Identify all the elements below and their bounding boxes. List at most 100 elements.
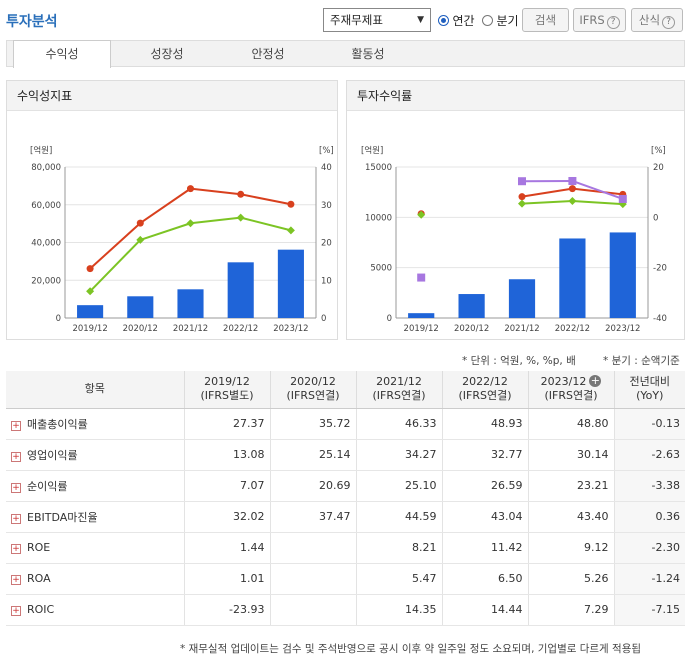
quarter-radio-button[interactable] — [482, 15, 493, 26]
chevron-down-icon: ▼ — [417, 15, 424, 25]
expand-row-icon[interactable]: + — [11, 544, 21, 554]
table-cell — [269, 563, 356, 595]
series-line-segment — [190, 187, 241, 196]
help-icon: ? — [662, 16, 676, 29]
table-cell: 48.80 — [527, 408, 614, 440]
return-chart: [억원] [%] 15000 20 10000 0 5000 -20 0 -40 2019/12 20… — [361, 145, 667, 358]
row-label[interactable]: + ROE — [6, 532, 184, 564]
panel-title: 투자수익률 — [347, 81, 684, 111]
tab-stability[interactable]: 안정성 — [251, 47, 285, 61]
search-button[interactable]: 검색 — [522, 8, 569, 32]
expand-icon[interactable]: + — [589, 374, 602, 388]
table-cell: 37.47 — [269, 501, 356, 533]
right-axis-unit: [%] — [651, 146, 666, 156]
series-line-segment — [139, 187, 192, 224]
series-line-segment — [521, 199, 573, 205]
table-cell: 1.01 — [183, 563, 270, 595]
left-tick-label: 10000 — [365, 213, 392, 223]
tab-profitability[interactable]: 수익성 — [13, 40, 111, 68]
series-point — [86, 287, 95, 296]
statement-type-select[interactable]: 주재무제표 ▼ — [323, 8, 431, 32]
series-line-segment — [89, 239, 142, 293]
annual-radio[interactable]: 연간 — [438, 12, 475, 29]
table-cell: 20.69 — [269, 470, 356, 502]
row-label[interactable]: + 영업이익률 — [6, 439, 184, 471]
right-tick-label: 40 — [321, 163, 332, 173]
table-cell: 6.50 — [441, 563, 528, 595]
table-row: + ROE 1.44 8.21 11.42 9.12 -2.30 — [6, 532, 685, 564]
expand-row-icon[interactable]: + — [11, 451, 21, 462]
left-tick-label: 40,000 — [31, 239, 61, 249]
yoy-cell: 0.36 — [613, 501, 685, 533]
series-point — [568, 176, 577, 185]
row-label[interactable]: + ROA — [6, 563, 184, 595]
table-row: + 영업이익률 13.08 25.14 34.27 32.77 30.14 -2.63 — [6, 439, 685, 471]
right-tick-label: 10 — [321, 276, 332, 286]
analysis-tabs: 수익성 성장성 안정성 활동성 — [6, 40, 685, 68]
quarter-note: * 분기 : 순액기준 — [603, 355, 680, 367]
row-name: 매출총이익률 — [27, 417, 88, 431]
quarter-radio[interactable]: 분기 — [482, 12, 519, 29]
quarter-radio-label: 분기 — [496, 14, 519, 28]
series-point — [518, 199, 526, 208]
series-point — [417, 210, 426, 219]
row-name: 영업이익률 — [27, 448, 78, 462]
expand-row-icon[interactable]: + — [11, 606, 21, 616]
series-line-segment — [240, 216, 292, 232]
right-tick-label: 30 — [321, 201, 332, 211]
expand-row-icon[interactable]: + — [11, 420, 21, 431]
tab-growth[interactable]: 성장성 — [150, 47, 184, 61]
table-cell: 27.37 — [183, 408, 270, 440]
table-cell: 35.72 — [269, 408, 356, 440]
table-cell: 43.40 — [527, 501, 614, 533]
table-cell: 7.07 — [183, 470, 270, 502]
series-point — [136, 219, 144, 227]
yoy-cell: -7.15 — [613, 594, 685, 626]
row-label[interactable]: + ROIC — [6, 594, 184, 626]
table-cell: 13.08 — [183, 439, 270, 471]
row-label[interactable]: + 순이익률 — [6, 470, 184, 502]
table-cell: 11.42 — [441, 532, 528, 564]
series-line-segment — [572, 187, 623, 196]
expand-row-icon[interactable]: + — [11, 513, 21, 524]
row-name: ROE — [27, 541, 51, 554]
header-2020: 2020/12 (IFRS연결) — [269, 371, 356, 409]
row-label[interactable]: + EBITDA마진율 — [6, 501, 184, 533]
x-tick-label: 2020/12 — [454, 324, 489, 334]
series-point — [417, 273, 426, 282]
x-tick-label: 2022/12 — [223, 324, 258, 334]
table-cell: 5.47 — [355, 563, 442, 595]
formula-help-button[interactable]: 산식? — [631, 8, 683, 32]
bar — [227, 262, 254, 318]
table-row: + ROA 1.01 5.47 6.50 5.26 -1.24 — [6, 563, 685, 595]
yoy-cell: -1.24 — [613, 563, 685, 595]
table-row: + EBITDA마진율 32.02 37.47 44.59 43.04 43.40 0.36 — [6, 501, 685, 533]
table-cell: 25.14 — [269, 439, 356, 471]
table-cell: 9.12 — [527, 532, 614, 564]
series-point — [568, 196, 577, 205]
expand-row-icon[interactable]: + — [11, 575, 21, 585]
series-line-segment — [572, 199, 623, 206]
bar — [508, 279, 536, 318]
row-label[interactable]: + 매출총이익률 — [6, 408, 184, 440]
table-cell: 7.29 — [527, 594, 614, 626]
table-cell: 14.44 — [441, 594, 528, 626]
row-name: EBITDA마진율 — [27, 510, 98, 524]
tab-activity[interactable]: 활동성 — [351, 47, 385, 61]
yoy-cell: -3.38 — [613, 470, 685, 502]
ifrs-help-button[interactable]: IFRS? — [573, 8, 626, 32]
table-header-row: 항목 2019/12 (IFRS별도) 2020/12 (IFRS연결) 2021/… — [6, 371, 685, 409]
series-point — [568, 185, 576, 193]
annual-radio-button[interactable] — [438, 15, 449, 26]
series-line-segment — [190, 216, 241, 225]
table-cell: 43.04 — [441, 501, 528, 533]
table-cell: 1.44 — [183, 532, 270, 564]
series-line-segment — [89, 222, 141, 270]
yoy-cell: -2.30 — [613, 532, 685, 564]
series-point — [86, 265, 94, 273]
unit-note: * 단위 : 억원, %, %p, 배 — [462, 355, 576, 367]
left-tick-label: 15000 — [365, 163, 392, 173]
table-cell: 5.26 — [527, 563, 614, 595]
expand-row-icon[interactable]: + — [11, 482, 21, 493]
x-tick-label: 2021/12 — [504, 324, 539, 334]
